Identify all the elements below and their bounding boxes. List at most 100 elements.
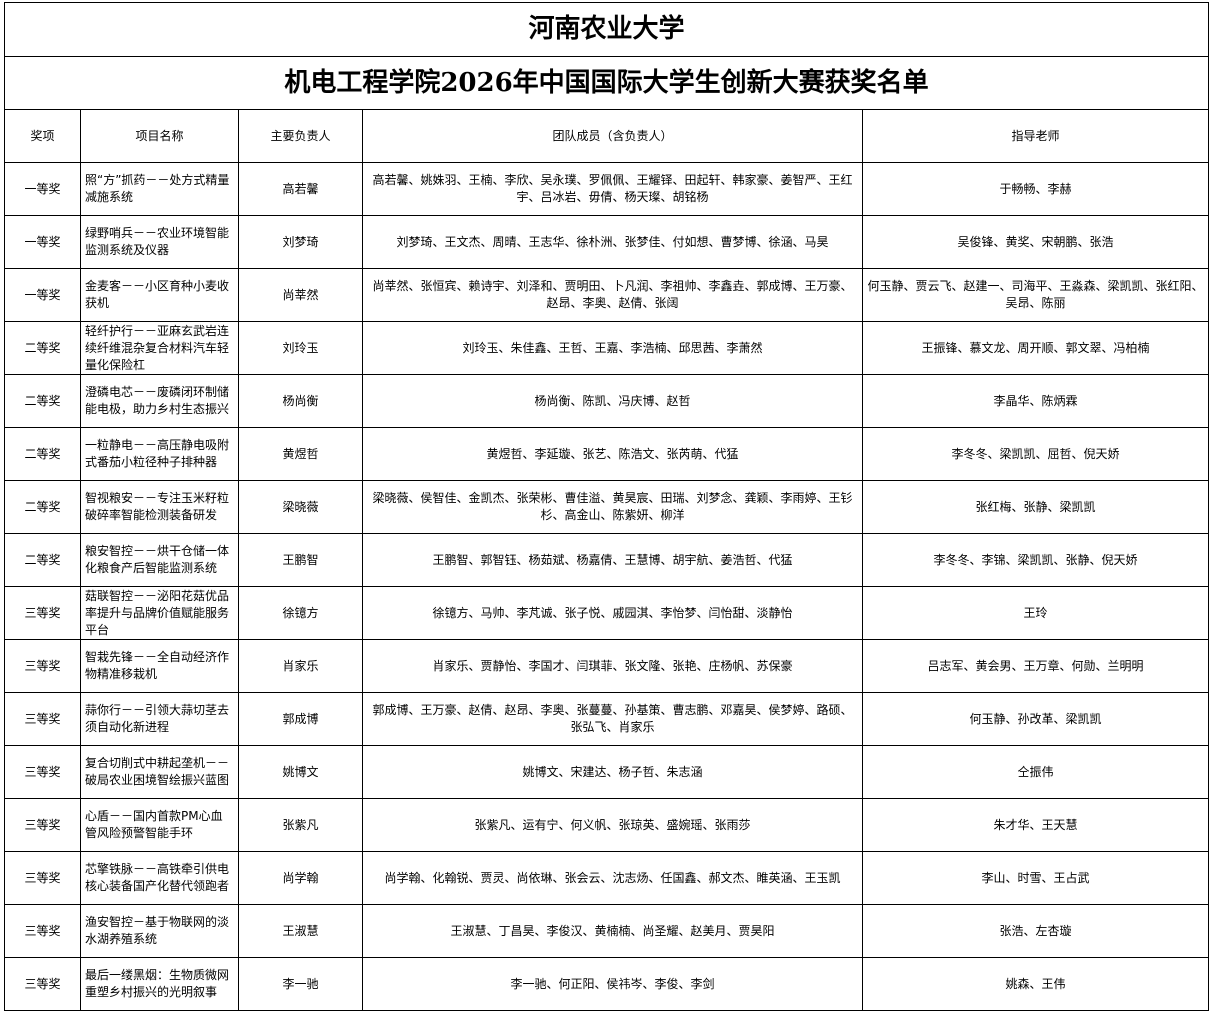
leader: 尚学翰 (238, 851, 363, 905)
leader: 尚莘然 (238, 268, 363, 322)
project-name: 金麦客－－小区育种小麦收获机 (80, 268, 239, 322)
leader: 刘梦琦 (238, 215, 363, 269)
team-members: 郭成博、王万豪、赵倩、赵昂、李奥、张蔓蔓、孙基策、曹志鹏、邓嘉昊、侯梦婷、路硕、… (362, 692, 863, 746)
award: 二等奖 (4, 321, 81, 375)
award: 二等奖 (4, 374, 81, 428)
header-row: 奖项 项目名称 主要负责人 团队成员（含负责人） 指导老师 (4, 109, 1210, 163)
project-name: 心盾－－国内首款PM心血管风险预警智能手环 (80, 798, 239, 852)
advisors: 吴俊锋、黄奖、宋朝鹏、张浩 (861, 215, 1210, 269)
team-members: 李一驰、何正阳、侯祎岑、李俊、李剑 (362, 957, 863, 1011)
leader: 高若馨 (238, 162, 363, 216)
table-row: 三等奖 心盾－－国内首款PM心血管风险预警智能手环 张紫凡 张紫凡、运有宁、何义帆、张… (4, 798, 1210, 852)
award: 三等奖 (4, 692, 81, 746)
column-header: 指导老师 (861, 109, 1210, 163)
advisors: 何玉静、孙改革、梁凯凯 (861, 692, 1210, 746)
project-name: 轻纤护行－－亚麻玄武岩连续纤维混杂复合材料汽车轻量化保险杠 (80, 321, 239, 375)
advisors: 李冬冬、李锦、梁凯凯、张静、倪天娇 (861, 533, 1210, 587)
advisors: 何玉静、贾云飞、赵建一、司海平、王淼森、梁凯凯、张红阳、吴昂、陈丽 (861, 268, 1210, 322)
advisors: 吕志军、黄会男、王万章、何勋、兰明明 (861, 639, 1210, 693)
advisors: 姚森、王伟 (861, 957, 1210, 1011)
team-members: 王鹏智、郭智钰、杨茹斌、杨嘉倩、王慧博、胡宇航、姜浩哲、代猛 (362, 533, 863, 587)
table-row: 二等奖 轻纤护行－－亚麻玄武岩连续纤维混杂复合材料汽车轻量化保险杠 刘玲玉 刘玲玉、朱… (4, 321, 1210, 375)
team-members: 徐镱方、马帅、李芃诚、张子悦、戚园淇、李怡梦、闫怡甜、淡静怡 (362, 586, 863, 640)
award: 二等奖 (4, 480, 81, 534)
team-members: 梁晓薇、侯智佳、金凯杰、张荣彬、曹佳溢、黄昊宸、田瑞、刘梦念、龚颖、李雨婷、王钐… (362, 480, 863, 534)
leader: 徐镱方 (238, 586, 363, 640)
table-row: 一等奖 绿野哨兵－－农业环境智能监测系统及仪器 刘梦琦 刘梦琦、王文杰、周晴、王志华、… (4, 215, 1210, 269)
advisors: 张浩、左杏璇 (861, 904, 1210, 958)
leader: 李一驰 (238, 957, 363, 1011)
advisors: 仝振伟 (861, 745, 1210, 799)
column-header: 主要负责人 (238, 109, 363, 163)
table-row: 三等奖 菇联智控－－泌阳花菇优品率提升与品牌价值赋能服务平台 徐镱方 徐镱方、马帅、李… (4, 586, 1210, 640)
award: 一等奖 (4, 268, 81, 322)
table-row: 三等奖 最后一缕黑烟：生物质微网重塑乡村振兴的光明叙事 李一驰 李一驰、何正阳、侯祎岑… (4, 957, 1210, 1011)
leader: 王淑慧 (238, 904, 363, 958)
advisors: 王玲 (861, 586, 1210, 640)
award: 三等奖 (4, 957, 81, 1011)
advisors: 朱才华、王天慧 (861, 798, 1210, 852)
project-name: 菇联智控－－泌阳花菇优品率提升与品牌价值赋能服务平台 (80, 586, 239, 640)
team-members: 刘梦琦、王文杰、周晴、王志华、徐朴洲、张梦佳、付如想、曹梦博、徐涵、马昊 (362, 215, 863, 269)
team-members: 尚学翰、化翰锐、贾灵、尚依琳、张会云、沈志炀、任国鑫、郝文杰、睢英涵、王玉凯 (362, 851, 863, 905)
advisors: 李晶华、陈炳霖 (861, 374, 1210, 428)
project-name: 智视粮安－－专注玉米籽粒破碎率智能检测装备研发 (80, 480, 239, 534)
table-row: 二等奖 粮安智控－－烘干仓储一体化粮食产后智能监测系统 王鹏智 王鹏智、郭智钰、杨茹斌… (4, 533, 1210, 587)
leader: 王鹏智 (238, 533, 363, 587)
leader: 肖家乐 (238, 639, 363, 693)
project-name: 蒜你行－－引领大蒜切茎去须自动化新进程 (80, 692, 239, 746)
team-members: 高若馨、姚姝羽、王楠、李欣、吴永璞、罗佩佩、王耀铎、田起轩、韩家豪、姜智严、王红… (362, 162, 863, 216)
award: 三等奖 (4, 639, 81, 693)
project-name: 粮安智控－－烘干仓储一体化粮食产后智能监测系统 (80, 533, 239, 587)
team-members: 姚博文、宋建达、杨子哲、朱志涵 (362, 745, 863, 799)
table-row: 二等奖 智视粮安－－专注玉米籽粒破碎率智能检测装备研发 梁晓薇 梁晓薇、侯智佳、金凯杰… (4, 480, 1210, 534)
title: 河南农业大学 (3, 2, 1210, 57)
table-row: 三等奖 芯擎铁脉－－高铁牵引供电核心装备国产化替代领跑者 尚学翰 尚学翰、化翰锐、贾灵… (4, 851, 1210, 905)
column-header: 团队成员（含负责人） (362, 109, 863, 163)
project-name: 复合切削式中耕起垄机－－破局农业困境智绘振兴蓝图 (80, 745, 239, 799)
table-row: 一等奖 照“方”抓药－－处方式精量减施系统 高若馨 高若馨、姚姝羽、王楠、李欣、吴永璞… (4, 162, 1210, 216)
column-header: 奖项 (4, 109, 81, 163)
leader: 姚博文 (238, 745, 363, 799)
award: 一等奖 (4, 162, 81, 216)
project-name: 一粒静电－－高压静电吸附式番茄小粒径种子排种器 (80, 427, 239, 481)
advisors: 李山、时雪、王占武 (861, 851, 1210, 905)
subtitle: 机电工程学院2026年中国国际大学生创新大赛获奖名单 (3, 56, 1210, 110)
advisors: 王振锋、慕文龙、周开顺、郭文翠、冯柏楠 (861, 321, 1210, 375)
award: 三等奖 (4, 851, 81, 905)
leader: 梁晓薇 (238, 480, 363, 534)
project-name: 澄磷电芯－－废磷闭环制储能电极，助力乡村生态振兴 (80, 374, 239, 428)
team-members: 肖家乐、贾静怡、李国才、闫琪菲、张文隆、张艳、庄杨帆、苏保豪 (362, 639, 863, 693)
project-name: 芯擎铁脉－－高铁牵引供电核心装备国产化替代领跑者 (80, 851, 239, 905)
column-header: 项目名称 (80, 109, 239, 163)
award-table: 河南农业大学 机电工程学院2026年中国国际大学生创新大赛获奖名单 奖项 项目名称… (3, 2, 1210, 1011)
table-row: 一等奖 金麦客－－小区育种小麦收获机 尚莘然 尚莘然、张恒宾、赖诗宇、刘泽和、贾明田、… (4, 268, 1210, 322)
team-members: 张紫凡、运有宁、何义帆、张琼英、盛婉瑶、张雨莎 (362, 798, 863, 852)
leader: 刘玲玉 (238, 321, 363, 375)
leader: 黄煜哲 (238, 427, 363, 481)
team-members: 黄煜哲、李延璇、张艺、陈浩文、张芮萌、代猛 (362, 427, 863, 481)
award: 三等奖 (4, 798, 81, 852)
award: 一等奖 (4, 215, 81, 269)
advisors: 张红梅、张静、梁凯凯 (861, 480, 1210, 534)
project-name: 智栽先锋－－全自动经济作物精准移栽机 (80, 639, 239, 693)
table-row: 三等奖 蒜你行－－引领大蒜切茎去须自动化新进程 郭成博 郭成博、王万豪、赵倩、赵昂、李… (4, 692, 1210, 746)
advisors: 李冬冬、梁凯凯、屈哲、倪天娇 (861, 427, 1210, 481)
leader: 郭成博 (238, 692, 363, 746)
project-name: 绿野哨兵－－农业环境智能监测系统及仪器 (80, 215, 239, 269)
award: 三等奖 (4, 745, 81, 799)
project-name: 最后一缕黑烟：生物质微网重塑乡村振兴的光明叙事 (80, 957, 239, 1011)
team-members: 尚莘然、张恒宾、赖诗宇、刘泽和、贾明田、卜凡润、李祖帅、李鑫垚、郭成博、王万豪、… (362, 268, 863, 322)
table-row: 二等奖 一粒静电－－高压静电吸附式番茄小粒径种子排种器 黄煜哲 黄煜哲、李延璇、张艺、… (4, 427, 1210, 481)
table-row: 三等奖 智栽先锋－－全自动经济作物精准移栽机 肖家乐 肖家乐、贾静怡、李国才、闫琪菲、… (4, 639, 1210, 693)
award: 二等奖 (4, 533, 81, 587)
team-members: 刘玲玉、朱佳鑫、王哲、王嘉、李浩楠、邱思茜、李萧然 (362, 321, 863, 375)
team-members: 王淑慧、丁昌昊、李俊汉、黄楠楠、尚圣耀、赵美月、贾昊阳 (362, 904, 863, 958)
advisors: 于畅畅、李赫 (861, 162, 1210, 216)
leader: 张紫凡 (238, 798, 363, 852)
table-row: 三等奖 渔安智控－基于物联网的淡水湖养殖系统 王淑慧 王淑慧、丁昌昊、李俊汉、黄楠楠、… (4, 904, 1210, 958)
award: 二等奖 (4, 427, 81, 481)
award: 三等奖 (4, 586, 81, 640)
table-row: 三等奖 复合切削式中耕起垄机－－破局农业困境智绘振兴蓝图 姚博文 姚博文、宋建达、杨子… (4, 745, 1210, 799)
